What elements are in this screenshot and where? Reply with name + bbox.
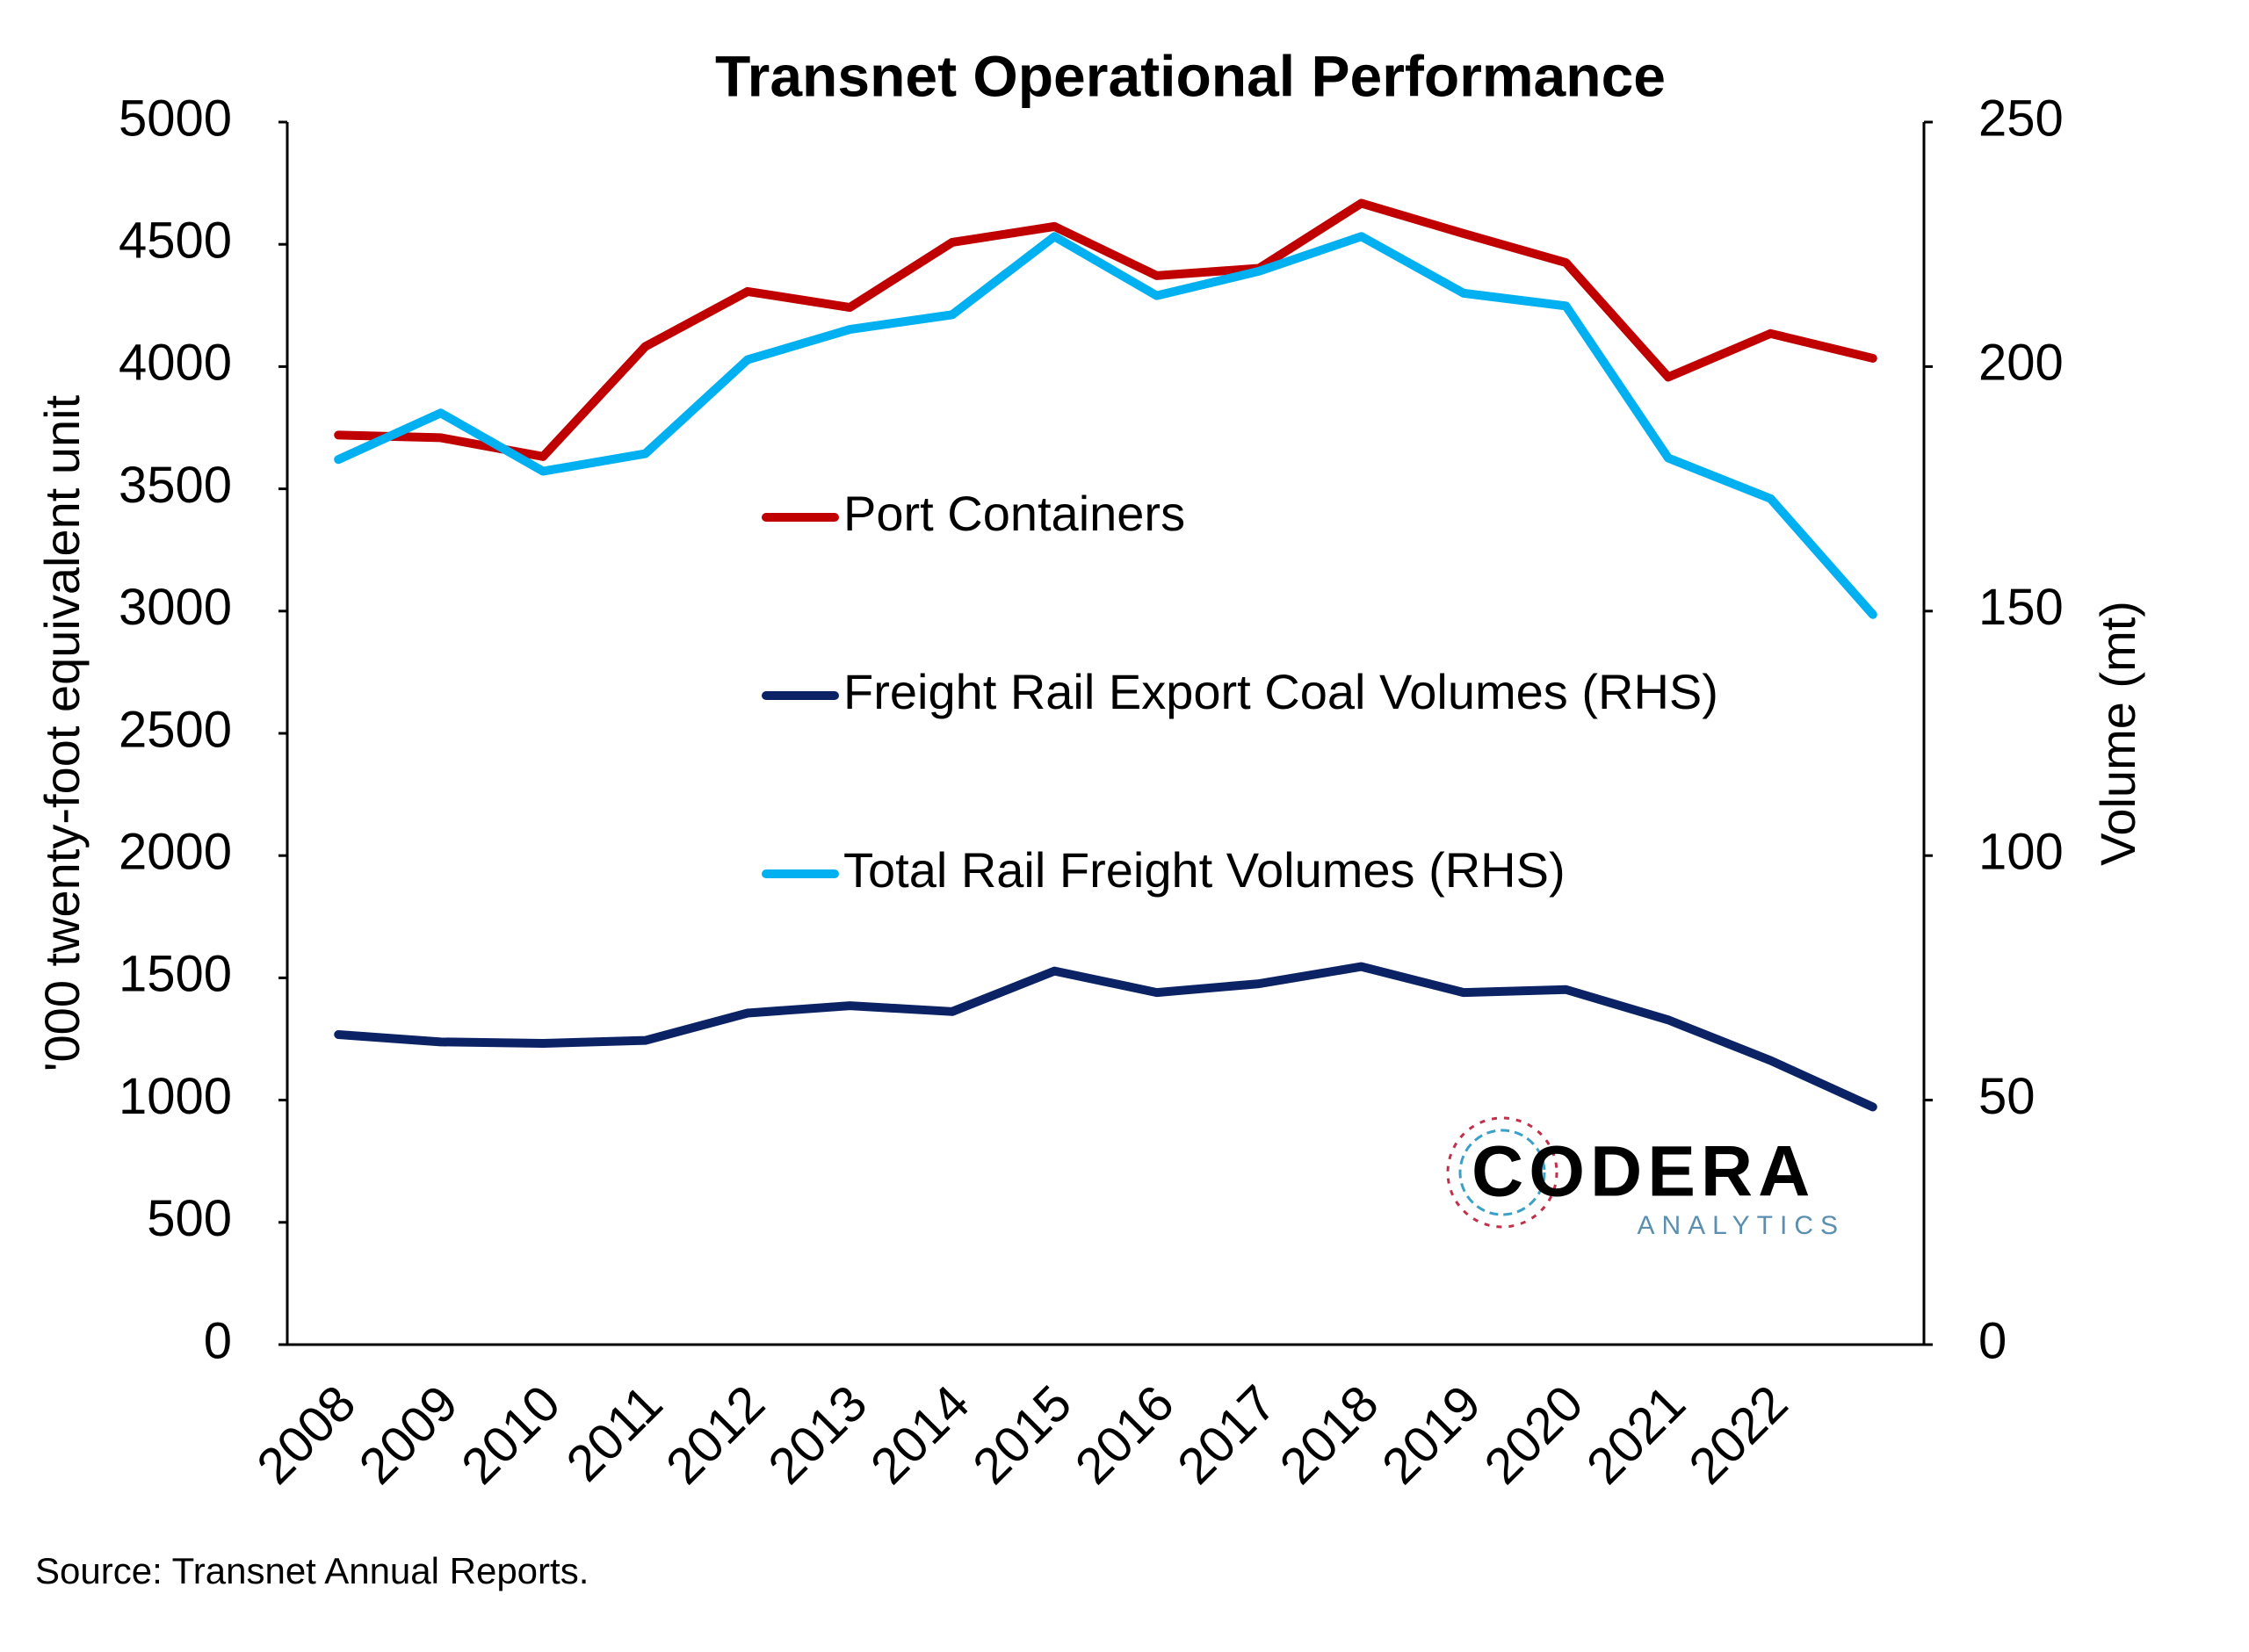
chart-title: Transnet Operational Performance: [715, 43, 1666, 108]
series-line: [334, 232, 1877, 619]
y-tick-label: 4500: [119, 213, 232, 270]
y-tick-label: 1500: [119, 946, 232, 1003]
y2-tick-label: 50: [1978, 1068, 2036, 1125]
y-tick-label: 3500: [119, 457, 232, 514]
legend-label: Port Containers: [843, 486, 1185, 541]
y-tick-label: 0: [204, 1312, 232, 1369]
y-tick-label: 1000: [119, 1068, 232, 1125]
y-tick-label: 500: [147, 1190, 232, 1247]
y2-tick-label: 200: [1978, 335, 2064, 392]
y2-tick-label: 100: [1978, 824, 2064, 881]
x-tick-label: 2020: [1473, 1374, 1594, 1495]
x-tick-label: 2010: [451, 1374, 571, 1495]
series-line: [334, 962, 1877, 1112]
y-axis-label: '000 twenty-foot equivalent unit: [34, 394, 90, 1071]
y2-axis-label: Volume (mt): [2090, 601, 2145, 866]
y-tick-label: 3000: [119, 579, 232, 636]
y-tick-label: 5000: [119, 90, 232, 147]
x-tick-label: 2013: [757, 1374, 878, 1495]
logo-name: CODERA: [1472, 1132, 1815, 1212]
y2-tick-label: 0: [1978, 1312, 2007, 1369]
x-tick-label: 2017: [1167, 1374, 1287, 1495]
y-tick-label: 4000: [119, 335, 232, 392]
legend-label: Freight Rail Export Coal Volumes (RHS): [843, 664, 1718, 719]
x-tick-label: 2018: [1269, 1374, 1389, 1495]
x-tick-label: 2015: [962, 1374, 1082, 1495]
series-line: [334, 198, 1877, 461]
logo: CODERA ANALYTICS: [1446, 1116, 1846, 1240]
x-tick-label: 2008: [246, 1374, 366, 1495]
y-tick-label: 2500: [119, 701, 232, 758]
y2-tick-label: 150: [1978, 579, 2064, 636]
y2-tick-label: 250: [1978, 90, 2064, 147]
logo-ring: [1458, 1129, 1546, 1216]
y-tick-label: 2000: [119, 824, 232, 881]
x-tick-label: 2016: [1065, 1374, 1185, 1495]
x-tick-label: 2011: [555, 1374, 673, 1492]
x-tick-label: 2012: [655, 1374, 776, 1495]
x-tick-label: 2009: [348, 1374, 468, 1495]
logo-tagline: ANALYTICS: [1638, 1211, 1846, 1240]
x-tick-label: 2021: [1576, 1374, 1696, 1495]
x-tick-label: 2019: [1371, 1374, 1492, 1495]
logo-ring: [1446, 1116, 1558, 1229]
source-note: Source: Transnet Annual Reports.: [35, 1550, 589, 1591]
x-tick-label: 2014: [860, 1374, 980, 1495]
legend-label: Total Rail Freight Volumes (RHS): [843, 842, 1566, 898]
x-tick-label: 2022: [1678, 1374, 1798, 1495]
